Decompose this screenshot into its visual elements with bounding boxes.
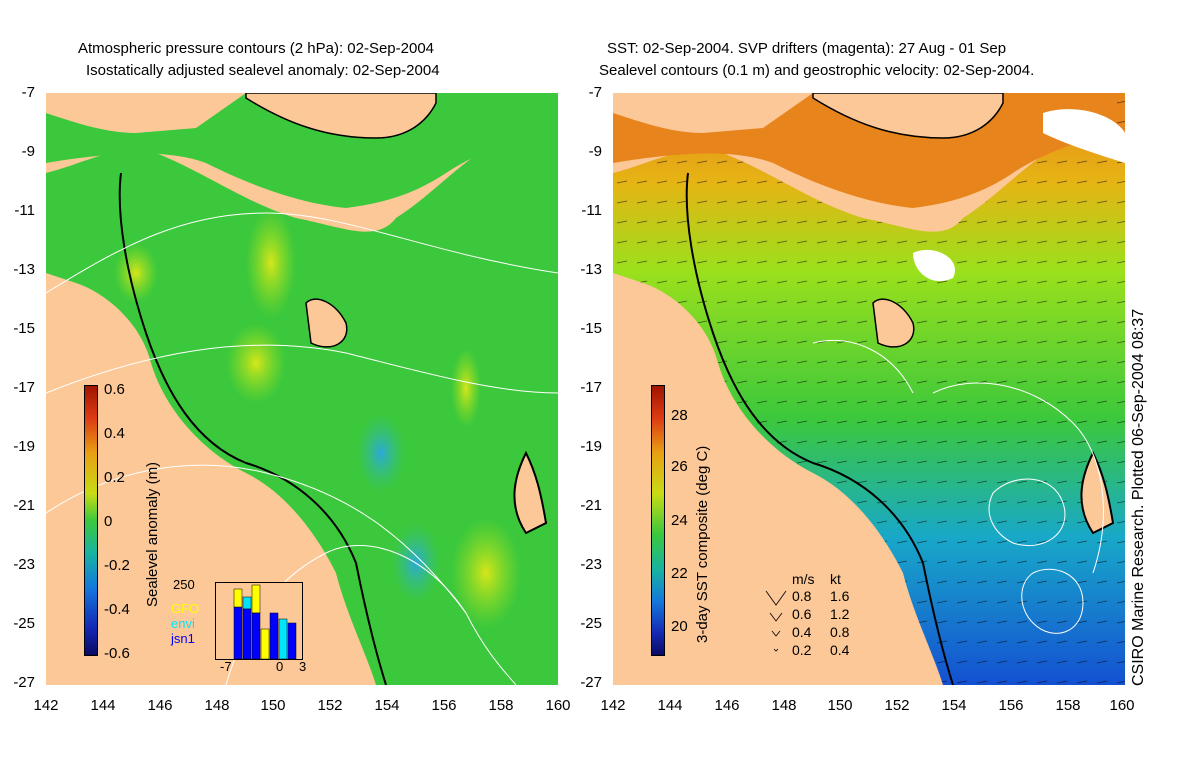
colorbar-tick-label: 0.2 bbox=[104, 469, 125, 486]
plot-credit: CSIRO Marine Research. Plotted 06-Sep-20… bbox=[1130, 308, 1147, 686]
x-tick-label: 144 bbox=[657, 697, 683, 714]
colorbar-tick-label: -0.2 bbox=[104, 557, 130, 574]
colorbar-tick-label: 0.4 bbox=[104, 425, 125, 442]
x-tick-label: 146 bbox=[147, 697, 173, 714]
y-tick-label: -17 bbox=[13, 379, 35, 396]
colorbar-tick-label: 24 bbox=[671, 512, 688, 529]
colorbar-tick-label: -0.6 bbox=[104, 645, 130, 662]
colorbar-tick-label: -0.4 bbox=[104, 601, 130, 618]
y-tick-label: -27 bbox=[13, 674, 35, 691]
sealevel-colorbar bbox=[84, 385, 98, 656]
x-tick-label: 150 bbox=[827, 697, 853, 714]
x-tick-label: 142 bbox=[600, 697, 626, 714]
y-tick-label: -11 bbox=[14, 202, 35, 219]
arrow-icon bbox=[771, 630, 781, 637]
speed-legend: m/s kt 0.8 1.6 0.6 1.2 0.4 0.8 0.2 0.4 bbox=[762, 571, 862, 659]
right-title-line1: SST: 02-Sep-2004. SVP drifters (magenta)… bbox=[607, 40, 1007, 57]
y-tick-label: -11 bbox=[581, 202, 602, 219]
speed-legend-kt: 1.2 bbox=[830, 606, 850, 622]
y-tick-label: -7 bbox=[588, 84, 602, 101]
altimeter-inset bbox=[215, 582, 303, 660]
inset-ymax-label: 250 bbox=[173, 577, 195, 592]
inset-legend-jsn1: jsn1 bbox=[171, 631, 195, 646]
speed-legend-kt: 0.4 bbox=[830, 642, 850, 658]
y-tick-label: -27 bbox=[580, 674, 602, 691]
right-title-line2: Sealevel contours (0.1 m) and geostrophi… bbox=[599, 62, 1035, 79]
x-tick-label: 148 bbox=[204, 697, 230, 714]
colorbar-tick-label: 28 bbox=[671, 407, 688, 424]
right-map-panel bbox=[613, 93, 1125, 685]
altimeter-inset-bars bbox=[233, 584, 297, 660]
y-tick-label: -23 bbox=[580, 556, 602, 573]
y-tick-label: -15 bbox=[13, 320, 35, 337]
speed-legend-ms: 0.2 bbox=[792, 642, 812, 658]
x-tick-label: 156 bbox=[998, 697, 1024, 714]
x-tick-label: 158 bbox=[488, 697, 514, 714]
sealevel-anomaly-map bbox=[46, 93, 558, 685]
y-tick-label: -7 bbox=[21, 84, 35, 101]
y-tick-label: -19 bbox=[13, 438, 35, 455]
sealevel-colorbar-label: Sealevel anomaly (m) bbox=[144, 461, 161, 607]
y-tick-label: -21 bbox=[13, 497, 35, 514]
y-tick-label: -25 bbox=[13, 615, 35, 632]
x-tick-label: 154 bbox=[941, 697, 967, 714]
x-tick-label: 148 bbox=[771, 697, 797, 714]
colorbar-tick-label: 22 bbox=[671, 565, 688, 582]
x-tick-label: 144 bbox=[90, 697, 116, 714]
y-tick-label: -21 bbox=[580, 497, 602, 514]
y-tick-label: -13 bbox=[580, 261, 602, 278]
x-tick-label: 156 bbox=[431, 697, 457, 714]
left-title-line1: Atmospheric pressure contours (2 hPa): 0… bbox=[78, 40, 435, 57]
colorbar-tick-label: 0.6 bbox=[104, 381, 125, 398]
x-tick-label: 160 bbox=[545, 697, 571, 714]
sst-colorbar-label: 3-day SST composite (deg C) bbox=[694, 445, 711, 643]
speed-legend-ms: 0.4 bbox=[792, 624, 812, 640]
x-tick-label: 158 bbox=[1055, 697, 1081, 714]
x-tick-label: 152 bbox=[884, 697, 910, 714]
speed-legend-header-kt: kt bbox=[830, 571, 841, 587]
inset-legend-gfo: GFO bbox=[171, 601, 200, 616]
speed-legend-ms: 0.8 bbox=[792, 588, 812, 604]
y-tick-label: -25 bbox=[580, 615, 602, 632]
speed-legend-arrows bbox=[765, 590, 787, 652]
sst-colorbar bbox=[651, 385, 665, 656]
y-tick-label: -13 bbox=[13, 261, 35, 278]
arrow-icon bbox=[765, 590, 787, 606]
y-tick-label: -23 bbox=[13, 556, 35, 573]
x-tick-label: 150 bbox=[260, 697, 286, 714]
x-tick-label: 154 bbox=[374, 697, 400, 714]
x-tick-label: 152 bbox=[317, 697, 343, 714]
inset-x-label: 0 bbox=[276, 659, 284, 674]
y-tick-label: -9 bbox=[588, 143, 602, 160]
x-tick-label: 160 bbox=[1109, 697, 1135, 714]
colorbar-tick-label: 26 bbox=[671, 458, 688, 475]
y-tick-label: -17 bbox=[580, 379, 602, 396]
inset-x-label: -7 bbox=[220, 659, 232, 674]
y-tick-label: -15 bbox=[580, 320, 602, 337]
colorbar-tick-label: 0 bbox=[104, 513, 113, 530]
sst-map bbox=[613, 93, 1125, 685]
inset-x-label: 3 bbox=[299, 659, 307, 674]
colorbar-tick-label: 20 bbox=[671, 618, 688, 635]
x-tick-label: 146 bbox=[714, 697, 740, 714]
left-title-line2: Isostatically adjusted sealevel anomaly:… bbox=[86, 62, 440, 79]
speed-legend-kt: 0.8 bbox=[830, 624, 850, 640]
speed-legend-header-ms: m/s bbox=[792, 571, 815, 587]
arrow-icon bbox=[769, 612, 783, 622]
speed-legend-ms: 0.6 bbox=[792, 606, 812, 622]
y-tick-label: -19 bbox=[580, 438, 602, 455]
y-tick-label: -9 bbox=[21, 143, 35, 160]
arrow-icon bbox=[773, 648, 779, 652]
left-map-panel bbox=[46, 93, 558, 685]
inset-legend-envi: envi bbox=[171, 616, 195, 631]
speed-legend-kt: 1.6 bbox=[830, 588, 850, 604]
x-tick-label: 142 bbox=[33, 697, 59, 714]
